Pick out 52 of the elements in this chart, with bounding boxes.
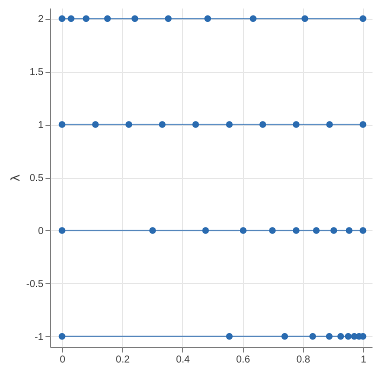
point bbox=[309, 333, 316, 340]
point bbox=[240, 227, 247, 234]
point bbox=[226, 121, 233, 128]
point bbox=[292, 121, 300, 128]
point bbox=[164, 15, 172, 22]
x-tick-label: 0.6 bbox=[236, 354, 250, 366]
y-tick-label: 2 bbox=[38, 14, 44, 26]
point bbox=[149, 227, 156, 234]
y-tick-label: 1.5 bbox=[30, 67, 44, 78]
point bbox=[82, 15, 90, 22]
y-tick-label: 0.5 bbox=[30, 173, 44, 184]
point bbox=[269, 227, 276, 234]
point bbox=[125, 121, 132, 128]
point bbox=[259, 121, 266, 128]
point bbox=[281, 333, 288, 340]
y-tick-label: 1 bbox=[38, 120, 44, 132]
x-tick-label: 0.4 bbox=[176, 354, 190, 366]
point bbox=[344, 333, 352, 340]
point bbox=[104, 15, 111, 22]
y-tick-label: 0 bbox=[38, 226, 44, 237]
point bbox=[68, 15, 74, 22]
point bbox=[204, 15, 212, 22]
point bbox=[192, 121, 200, 128]
point bbox=[326, 121, 333, 128]
point bbox=[312, 227, 320, 234]
x-tick-label: 0.8 bbox=[296, 354, 311, 366]
point bbox=[346, 227, 352, 234]
point bbox=[326, 333, 333, 340]
point bbox=[58, 333, 66, 340]
y-axis-title: λ bbox=[8, 174, 22, 182]
point bbox=[226, 333, 233, 340]
point bbox=[58, 121, 66, 128]
x-tick-label: 1 bbox=[360, 354, 367, 366]
point bbox=[337, 333, 344, 340]
x-tick-label: 0 bbox=[60, 354, 66, 366]
point bbox=[132, 15, 138, 22]
point bbox=[58, 15, 66, 22]
point bbox=[250, 15, 256, 22]
point bbox=[360, 15, 366, 22]
point bbox=[360, 227, 366, 234]
x-tick-label: 0.2 bbox=[116, 354, 130, 366]
point bbox=[360, 121, 366, 128]
point bbox=[292, 227, 300, 234]
point bbox=[92, 121, 99, 128]
point bbox=[302, 15, 308, 22]
point bbox=[158, 121, 166, 128]
point bbox=[360, 333, 366, 340]
point bbox=[58, 227, 66, 234]
y-tick-label: -0.5 bbox=[26, 278, 44, 290]
point bbox=[202, 227, 209, 234]
y-tick-label: -1 bbox=[34, 332, 44, 343]
point bbox=[330, 227, 338, 234]
